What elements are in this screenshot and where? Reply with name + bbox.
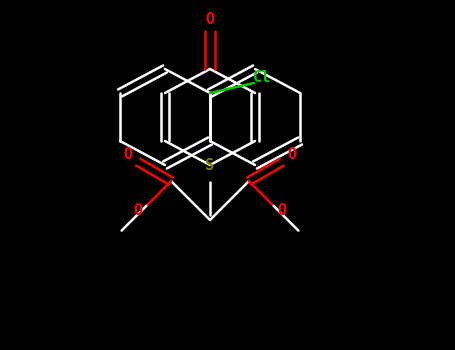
Text: S: S [206,158,215,173]
Text: O: O [277,203,286,218]
Text: Cl: Cl [253,70,271,85]
Text: O: O [206,12,215,27]
Text: O: O [124,147,133,162]
Text: O: O [134,203,143,218]
Text: O: O [287,147,296,162]
